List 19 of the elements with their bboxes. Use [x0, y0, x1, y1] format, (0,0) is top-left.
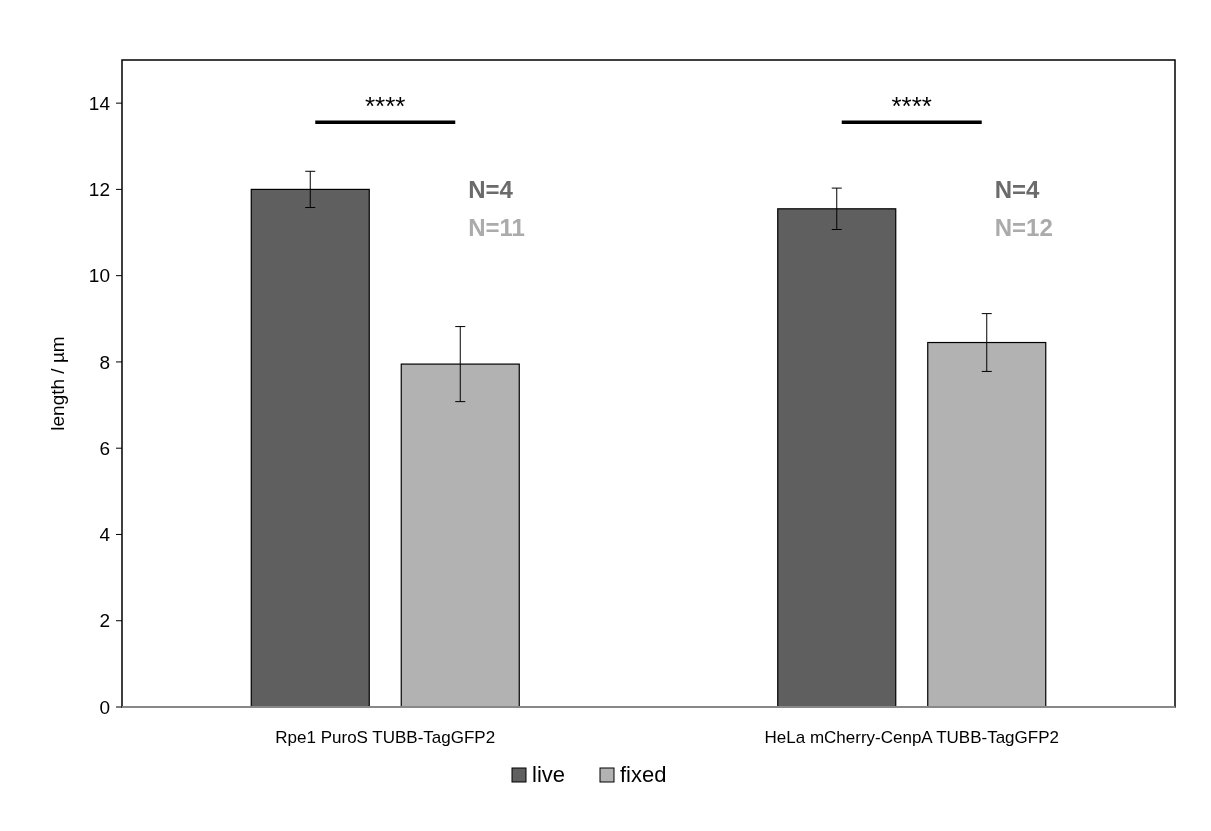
- y-tick-label: 6: [99, 437, 110, 459]
- y-tick-label: 2: [99, 610, 110, 632]
- annotation: N=11: [468, 214, 525, 242]
- y-tick-label: 4: [99, 524, 111, 546]
- legend-label: fixed: [620, 762, 667, 787]
- annotation: N=12: [994, 214, 1053, 242]
- annotation: N=4: [468, 176, 514, 204]
- y-tick-label: 12: [88, 179, 110, 201]
- y-tick-label: 0: [99, 696, 110, 718]
- x-tick-label: HeLa mCherry-CenpA TUBB-TagGFP2: [764, 728, 1059, 747]
- x-tick-label: Rpe1 PuroS TUBB-TagGFP2: [275, 728, 496, 747]
- y-tick-label: 8: [99, 351, 110, 373]
- annotation: ****: [891, 91, 932, 122]
- annotation: N=4: [994, 176, 1041, 204]
- y-tick-label: 14: [88, 92, 111, 114]
- y-axis-title: length / µm: [47, 336, 68, 431]
- legend-label: live: [532, 762, 566, 787]
- y-tick-label: 10: [88, 265, 110, 287]
- annotation: ****: [365, 91, 406, 122]
